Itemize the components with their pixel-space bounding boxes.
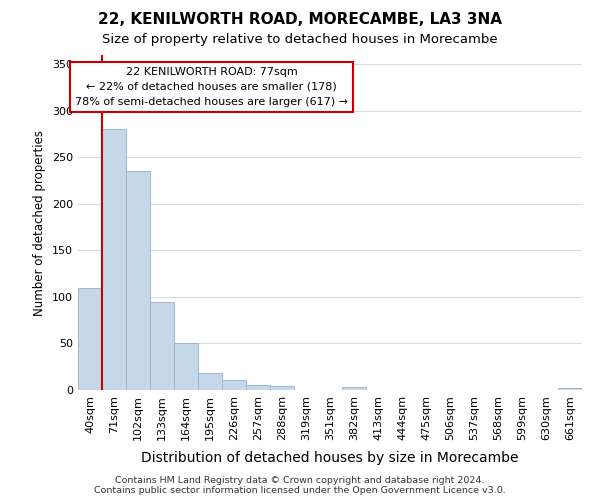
- Bar: [150, 302, 174, 390]
- Bar: [558, 388, 582, 390]
- Text: 22 KENILWORTH ROAD: 77sqm
← 22% of detached houses are smaller (178)
78% of semi: 22 KENILWORTH ROAD: 77sqm ← 22% of detac…: [75, 66, 348, 107]
- Bar: [78, 288, 102, 390]
- Bar: [102, 130, 126, 390]
- Bar: [270, 386, 294, 390]
- Bar: [198, 373, 222, 390]
- Y-axis label: Number of detached properties: Number of detached properties: [34, 130, 46, 316]
- Text: Size of property relative to detached houses in Morecambe: Size of property relative to detached ho…: [102, 32, 498, 46]
- X-axis label: Distribution of detached houses by size in Morecambe: Distribution of detached houses by size …: [141, 451, 519, 465]
- Text: Contains HM Land Registry data © Crown copyright and database right 2024.
Contai: Contains HM Land Registry data © Crown c…: [94, 476, 506, 495]
- Text: 22, KENILWORTH ROAD, MORECAMBE, LA3 3NA: 22, KENILWORTH ROAD, MORECAMBE, LA3 3NA: [98, 12, 502, 28]
- Bar: [246, 386, 270, 390]
- Bar: [174, 344, 198, 390]
- Bar: [222, 380, 246, 390]
- Bar: [342, 387, 366, 390]
- Bar: [126, 172, 150, 390]
